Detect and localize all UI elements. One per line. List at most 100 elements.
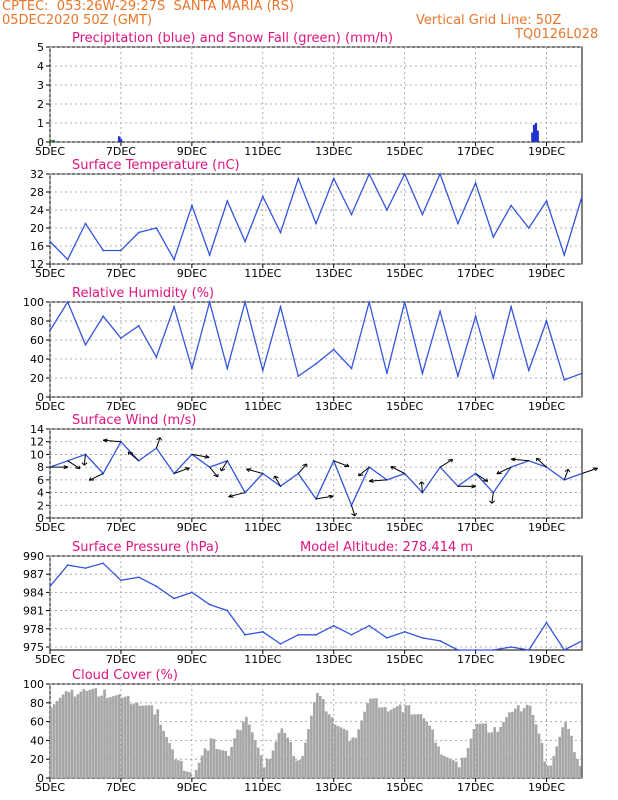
data-point	[421, 213, 424, 216]
x-tick-label: 7DEC	[106, 653, 136, 666]
y-tick-label: 0	[37, 391, 44, 404]
cloud-bar	[82, 689, 86, 778]
cloud-bar	[386, 711, 390, 778]
data-point	[510, 646, 512, 648]
data-point	[173, 597, 176, 600]
cloud-bar	[239, 730, 242, 778]
precip-bar	[119, 139, 123, 142]
wind-arrow	[128, 451, 139, 462]
data-point	[368, 173, 371, 175]
data-point	[510, 204, 512, 207]
cloud-bar	[212, 738, 216, 778]
x-tick-label: 19DEC	[528, 400, 565, 413]
wind-arrow	[350, 505, 356, 517]
cloud-bar	[401, 712, 405, 778]
cloud-bar	[52, 704, 56, 778]
data-point	[527, 369, 530, 372]
data-point	[421, 372, 424, 375]
data-point	[386, 372, 388, 375]
cloud-bar	[280, 728, 284, 778]
cloud-bar	[490, 732, 494, 778]
cloud-bar	[236, 729, 239, 778]
data-point	[190, 591, 193, 594]
x-tick-label: 13DEC	[315, 267, 352, 280]
cloud-bar	[531, 715, 535, 778]
cloud-bar	[354, 738, 358, 778]
cloud-bar	[76, 694, 80, 778]
cloud-bar	[233, 738, 236, 778]
cloud-bar	[197, 762, 201, 778]
x-tick-label: 11DEC	[244, 653, 281, 666]
cloud-bar	[129, 704, 133, 778]
cloud-bar	[475, 723, 479, 778]
cloud-bar	[245, 716, 248, 778]
wind-arrow	[274, 475, 281, 487]
wind-arrow-head	[184, 467, 190, 471]
cloud-bar	[463, 757, 467, 778]
wind-arrow	[491, 492, 494, 504]
cloud-bar	[61, 694, 65, 778]
cloud-bar	[283, 732, 287, 778]
cloud-bar	[132, 703, 136, 778]
cloud-bar	[457, 767, 461, 778]
data-point	[332, 348, 335, 351]
y-tick-label: 981	[23, 605, 44, 618]
y-tick-label: 8	[37, 461, 44, 474]
x-tick-label: 13DEC	[315, 145, 352, 158]
cloud-bar	[316, 692, 319, 778]
snow-bar	[50, 140, 53, 142]
cloud-bar	[434, 742, 437, 778]
cloud-bar	[242, 721, 245, 778]
cloud-bar	[416, 714, 420, 778]
cloud-bar	[227, 755, 230, 778]
cloud-bar	[481, 723, 485, 778]
y-tick-label: 4	[37, 60, 44, 73]
x-tick-label: 9DEC	[177, 653, 207, 666]
x-tick-label: 11DEC	[244, 267, 281, 280]
wind-arrow-head	[88, 477, 95, 481]
data-point	[474, 315, 477, 318]
data-line	[49, 562, 583, 651]
wind-arrow-head	[564, 468, 571, 473]
cloud-bar	[336, 726, 340, 778]
data-point	[297, 177, 300, 180]
cloud-bar	[389, 709, 393, 778]
cloud-bar	[117, 694, 121, 778]
y-tick-label: 984	[23, 586, 44, 599]
cloud-bar	[286, 737, 290, 778]
data-point	[350, 367, 353, 370]
wind-arrow-head	[418, 481, 425, 485]
cloud-bar	[431, 729, 434, 778]
header-station: CPTEC: 053:26W-29:27S SANTA MARIA (RS)	[2, 0, 295, 14]
cloud-bar	[378, 707, 381, 778]
cloud-bar	[206, 750, 210, 778]
cloud-bar	[191, 777, 195, 778]
data-point	[403, 173, 406, 175]
y-tick-label: 60	[30, 716, 44, 729]
cloud-bar	[330, 717, 334, 778]
data-point	[244, 301, 246, 303]
x-tick-label: 11DEC	[244, 521, 281, 534]
wind-arrow	[333, 460, 350, 467]
x-tick-label: 13DEC	[315, 400, 352, 413]
panel-title: Surface Wind (m/s)	[72, 413, 196, 428]
data-point	[386, 636, 388, 639]
cloud-bar	[185, 771, 189, 778]
cloud-bar	[502, 722, 505, 778]
x-tick-label: 19DEC	[528, 267, 565, 280]
cloud-bar	[262, 767, 266, 778]
cloud-bar	[381, 707, 384, 778]
cloud-bar	[203, 748, 207, 778]
wind-arrow-head	[63, 465, 69, 470]
data-point	[439, 310, 442, 313]
cloud-bar	[514, 708, 517, 778]
x-tick-label: 17DEC	[457, 653, 494, 666]
cloud-bar	[304, 742, 307, 778]
wind-arrow-head	[204, 454, 210, 459]
y-tick-label: 32	[30, 168, 44, 181]
cloud-bar	[174, 759, 177, 778]
cloud-bar	[194, 769, 198, 778]
data-line	[49, 299, 583, 381]
data-point	[581, 372, 583, 375]
